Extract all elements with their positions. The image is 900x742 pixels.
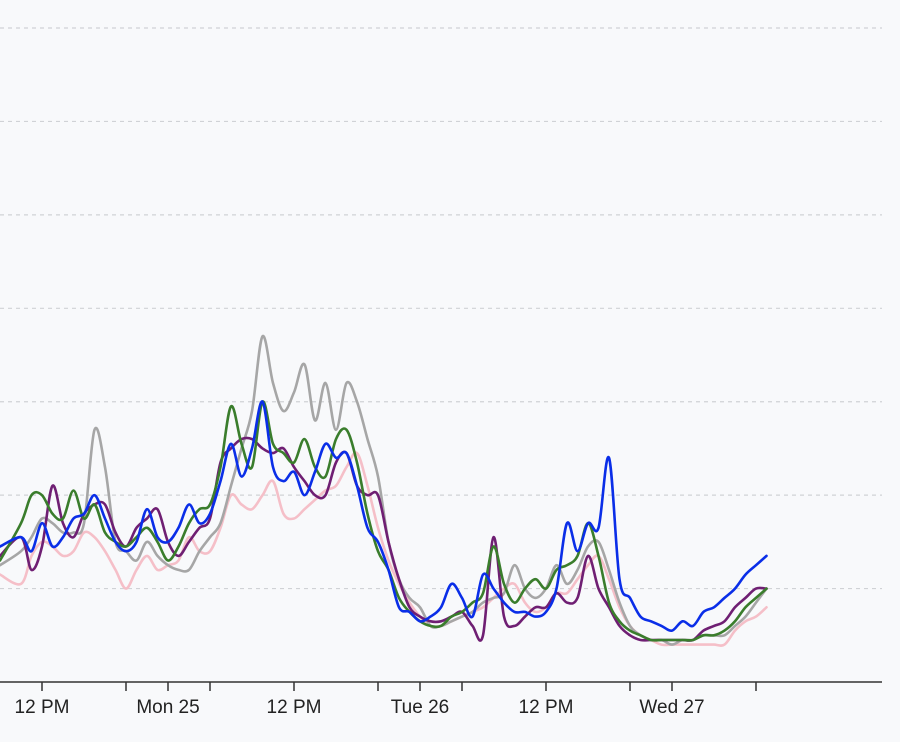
x-tick-label: 12 PM [15, 697, 70, 718]
x-tick-label: Mon 25 [136, 697, 199, 718]
x-tick-label: 12 PM [519, 697, 574, 718]
series-group [0, 334, 768, 647]
series-line-2 [0, 334, 768, 646]
gridlines [0, 27, 882, 590]
x-axis: 12 PM Mon 25 12 PM Tue 26 12 PM Wed 27 [0, 681, 882, 718]
series-line-1 [0, 451, 768, 647]
series-line-5 [0, 400, 768, 632]
x-tick-label: 12 PM [267, 697, 322, 718]
x-tick-label: Wed 27 [639, 697, 704, 718]
x-tick-label: Tue 26 [391, 697, 449, 718]
series-line-3 [0, 436, 768, 642]
